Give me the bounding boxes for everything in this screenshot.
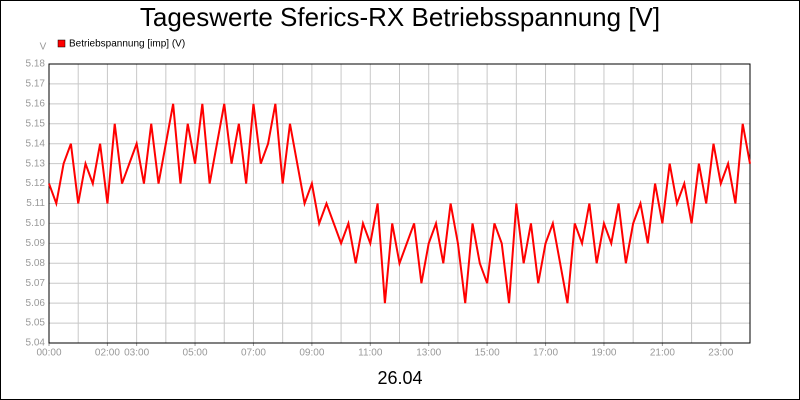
x-tick-label: 00:00 xyxy=(36,348,61,359)
x-tick-label: 19:00 xyxy=(591,348,616,359)
y-tick-label: 5.13 xyxy=(26,158,46,169)
y-tick-label: 5.05 xyxy=(26,318,46,329)
x-tick-label: 17:00 xyxy=(533,348,558,359)
chart-title: Tageswerte Sferics-RX Betriebsspannung [… xyxy=(140,2,660,32)
y-tick-label: 5.08 xyxy=(26,258,46,269)
x-tick-label: 13:00 xyxy=(416,348,441,359)
x-axis-label: 26.04 xyxy=(377,368,422,388)
y-tick-label: 5.14 xyxy=(26,138,46,149)
y-tick-label: 5.18 xyxy=(26,59,46,70)
x-tick-label: 07:00 xyxy=(241,348,266,359)
y-tick-label: 5.10 xyxy=(26,218,46,229)
y-tick-label: 5.15 xyxy=(26,118,46,129)
legend-label: Betriebspannung [imp] (V) xyxy=(69,39,185,50)
legend-swatch xyxy=(57,39,66,48)
y-tick-label: 5.04 xyxy=(26,338,46,349)
x-tick-label: 23:00 xyxy=(708,348,733,359)
x-tick-label: 02:00 xyxy=(95,348,120,359)
x-tick-label: 15:00 xyxy=(475,348,500,359)
x-tick-label: 09:00 xyxy=(299,348,324,359)
y-tick-label: 5.11 xyxy=(26,198,45,209)
y-tick-label: 5.16 xyxy=(26,98,46,109)
y-tick-label: 5.07 xyxy=(26,278,46,289)
y-unit: V xyxy=(40,42,47,53)
x-tick-label: 11:00 xyxy=(358,348,383,359)
data-line xyxy=(48,103,751,304)
plot-border xyxy=(48,63,751,344)
y-tick-label: 5.12 xyxy=(26,178,46,189)
x-tick-label: 21:00 xyxy=(650,348,675,359)
y-tick-label: 5.06 xyxy=(26,298,46,309)
x-tick-label: 05:00 xyxy=(183,348,208,359)
y-tick-label: 5.17 xyxy=(26,79,46,90)
x-tick-label: 03:00 xyxy=(124,348,149,359)
y-tick-label: 5.09 xyxy=(26,238,46,249)
